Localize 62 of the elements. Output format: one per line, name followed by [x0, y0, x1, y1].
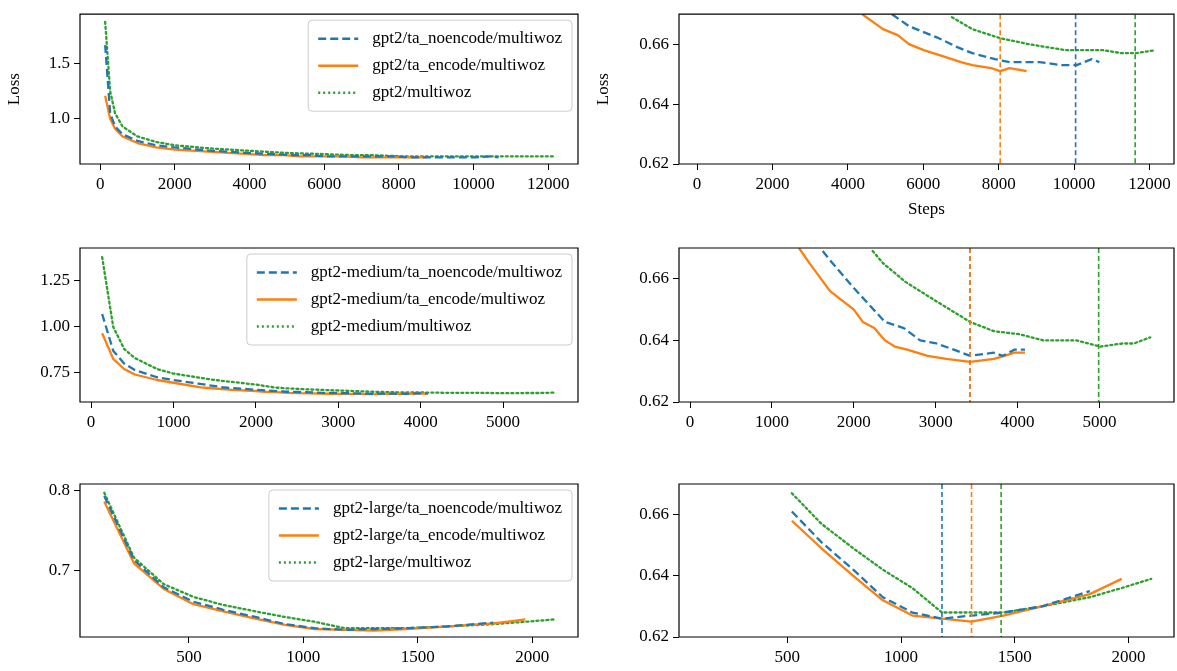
y-tick-label: 0.7 — [48, 559, 71, 579]
y-tick-label: 0.62 — [639, 626, 669, 646]
x-tick-label: 3000 — [918, 411, 953, 431]
x-tick-label: 2000 — [238, 411, 273, 431]
x-tick-label: 500 — [176, 646, 202, 666]
legend-label: gpt2-medium/ta_encode/multiwoz — [310, 288, 546, 308]
x-tick-label: 6000 — [906, 173, 941, 193]
x-tick-label: 5000 — [1082, 411, 1117, 431]
x-tick-label: 0 — [685, 411, 695, 431]
x-tick-label: 4000 — [403, 411, 438, 431]
x-tick-label: 5000 — [486, 411, 521, 431]
x-tick-label: 8000 — [981, 173, 1016, 193]
x-tick-label: 1000 — [884, 646, 919, 666]
x-tick-label: 2000 — [755, 173, 790, 193]
x-tick-label: 0 — [95, 173, 105, 193]
y-axis-title: Loss — [592, 73, 612, 106]
x-tick-label: 1000 — [286, 646, 321, 666]
x-tick-label: 500 — [774, 646, 801, 666]
x-tick-label: 4000 — [1000, 411, 1035, 431]
x-tick-label: 10000 — [452, 173, 495, 193]
legend-label: gpt2/ta_noencode/multiwoz — [372, 28, 563, 48]
y-tick-label: 0.62 — [639, 391, 669, 411]
legend-label: gpt2/ta_encode/multiwoz — [372, 55, 546, 75]
y-tick-label: 0.62 — [639, 153, 669, 173]
legend-label: gpt2-medium/ta_noencode/multiwoz — [310, 261, 563, 281]
x-tick-label: 1500 — [400, 646, 435, 666]
legend-label: gpt2-medium/multiwoz — [310, 315, 472, 335]
y-tick-label: 0.66 — [639, 268, 669, 288]
x-tick-label: 12000 — [526, 173, 570, 193]
x-tick-label: 0 — [692, 173, 702, 193]
x-tick-label: 2000 — [836, 411, 871, 431]
y-tick-label: 1.00 — [40, 316, 70, 336]
x-tick-label: 2000 — [515, 646, 550, 666]
x-tick-label: 12000 — [1128, 173, 1171, 193]
x-tick-label: 8000 — [381, 173, 416, 193]
y-tick-label: 0.66 — [639, 504, 669, 524]
x-axis-title: Steps — [908, 199, 945, 219]
x-tick-label: 1000 — [754, 411, 789, 431]
x-tick-label: 6000 — [307, 173, 342, 193]
x-tick-label: 2000 — [157, 173, 192, 193]
y-tick-label: 0.66 — [639, 33, 669, 53]
y-tick-label: 1.5 — [48, 53, 70, 73]
y-tick-label: 1.0 — [48, 108, 70, 128]
x-tick-label: 1500 — [997, 646, 1032, 666]
legend-label: gpt2-large/multiwoz — [332, 551, 472, 571]
x-tick-label: 1000 — [156, 411, 191, 431]
legend-label: gpt2-large/ta_noencode/multiwoz — [332, 497, 563, 517]
x-tick-label: 10000 — [1052, 173, 1096, 193]
legend-label: gpt2/multiwoz — [372, 82, 472, 102]
y-tick-label: 0.64 — [639, 93, 670, 113]
y-tick-label: 0.64 — [639, 565, 670, 585]
x-tick-label: 4000 — [830, 173, 865, 193]
y-tick-label: 0.64 — [639, 329, 670, 349]
x-tick-label: 3000 — [321, 411, 356, 431]
y-axis-title: Loss — [3, 73, 23, 106]
x-tick-label: 0 — [86, 411, 96, 431]
y-tick-label: 0.8 — [48, 479, 70, 499]
y-tick-label: 1.25 — [40, 270, 70, 290]
y-tick-label: 0.75 — [40, 362, 70, 382]
x-tick-label: 2000 — [1111, 646, 1146, 666]
legend-label: gpt2-large/ta_encode/multiwoz — [332, 524, 546, 544]
x-tick-label: 4000 — [232, 173, 267, 193]
